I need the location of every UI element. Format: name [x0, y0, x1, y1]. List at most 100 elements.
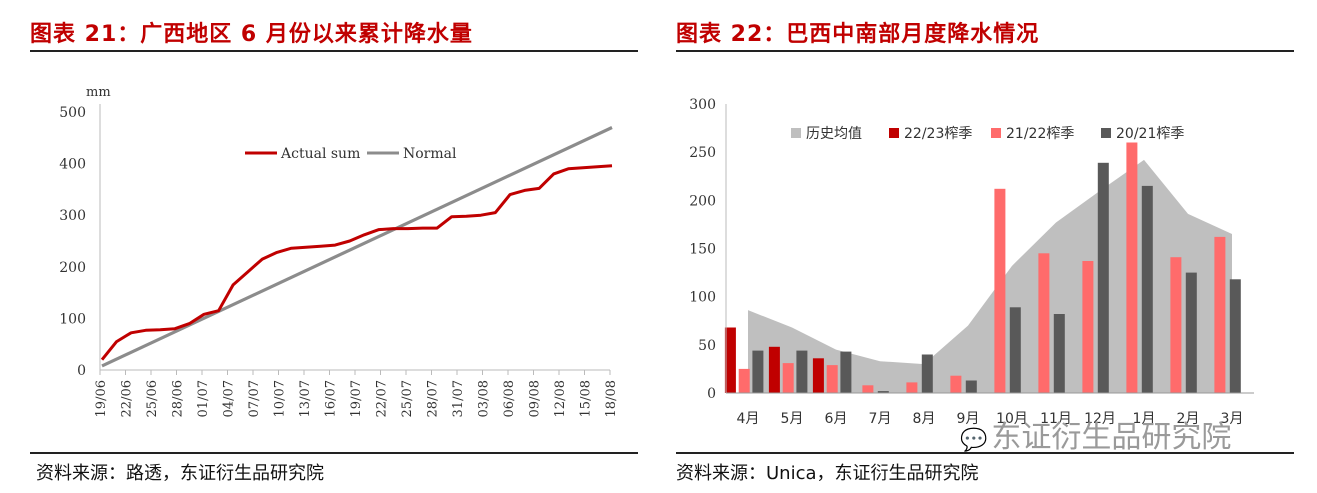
left-chart-title: 图表 21：广西地区 6 月份以来累计降水量	[30, 22, 473, 47]
x-tick-label: 8月	[913, 411, 936, 427]
bar-22-23	[768, 346, 780, 393]
bar-21-22	[862, 385, 874, 393]
bar-22-23	[724, 327, 736, 393]
bar-21-22	[906, 382, 918, 393]
bar-20-21	[1141, 185, 1153, 393]
bar-21-22	[1170, 257, 1182, 393]
wechat-icon: 💬	[960, 428, 988, 453]
y-tick-label: 50	[698, 338, 716, 354]
bar-20-21	[752, 350, 764, 393]
legend-label: 20/21榨季	[1116, 125, 1184, 142]
x-tick-label: 09/08	[528, 380, 543, 417]
x-tick-label: 1月	[1133, 411, 1156, 427]
x-tick-label: 3月	[1221, 411, 1244, 427]
historical-avg-area	[748, 159, 1232, 393]
y-tick-label: 200	[59, 260, 86, 276]
legend-label-normal: Normal	[403, 146, 457, 162]
bar-21-22	[1038, 253, 1050, 393]
legend-label: 21/22榨季	[1006, 125, 1074, 142]
x-tick-label: 04/07	[222, 380, 237, 417]
y-tick-label: 100	[59, 311, 86, 327]
y-tick-label: 100	[689, 290, 716, 306]
x-tick-label: 22/06	[120, 380, 135, 417]
y-tick-label: 300	[689, 97, 716, 113]
legend-swatch	[889, 128, 899, 138]
x-tick-label: 03/08	[477, 380, 492, 417]
x-tick-label: 07/07	[247, 380, 262, 417]
bar-20-21	[1053, 314, 1065, 393]
y-tick-label: 500	[59, 105, 86, 121]
legend-label: 22/23榨季	[904, 125, 972, 142]
x-tick-label: 13/07	[298, 380, 313, 417]
x-tick-label: 06/08	[502, 380, 517, 417]
left-source: 资料来源：路透，东证衍生品研究院	[36, 463, 324, 484]
watermark: 💬 东证衍生品研究院	[960, 412, 1231, 456]
x-tick-label: 11月	[1040, 411, 1072, 427]
bar-21-22	[1214, 236, 1226, 393]
bar-20-21	[840, 351, 852, 393]
bar-20-21	[1185, 272, 1197, 393]
x-tick-label: 28/06	[171, 380, 186, 417]
y-tick-label: 250	[689, 145, 716, 161]
legend-swatch	[1101, 128, 1111, 138]
x-tick-label: 15/08	[579, 380, 594, 417]
left-bottom-rule	[30, 452, 638, 454]
x-tick-label: 4月	[737, 411, 760, 427]
x-tick-label: 25/06	[145, 380, 160, 417]
y-axis-unit: mm	[86, 85, 111, 100]
bar-20-21	[1009, 307, 1021, 393]
watermark-text: 东证衍生品研究院	[991, 420, 1232, 455]
legend-swatch	[791, 128, 801, 138]
right-bar-chart: 0 50 100 150 200 250 300 4月 5月 6月 7月 8月 9月 10月 11月 12月 1…	[689, 97, 1254, 427]
x-tick-label: 28/07	[426, 380, 441, 417]
bar-20-21	[965, 380, 977, 393]
y-tick-label: 200	[689, 193, 716, 209]
bar-22-23	[812, 358, 824, 393]
bar-20-21	[921, 354, 933, 393]
left-title-rule	[30, 50, 638, 52]
bar-21-22	[1082, 261, 1094, 393]
legend-label: 历史均值	[806, 126, 862, 142]
x-tick-label: 5月	[781, 411, 804, 427]
bar-21-22	[994, 188, 1006, 393]
bar-21-22	[738, 368, 750, 393]
bar-20-21	[796, 350, 808, 393]
x-tick-label: 9月	[957, 411, 980, 427]
x-tick-label: 2月	[1177, 411, 1200, 427]
x-tick-label: 12月	[1084, 411, 1116, 427]
bar-21-22	[950, 375, 962, 393]
legend-label-actual: Actual sum	[280, 146, 360, 162]
x-tick-label: 16/07	[324, 380, 339, 417]
x-tick-label: 01/07	[196, 380, 211, 417]
x-tick-label: 10月	[996, 411, 1028, 427]
bar-20-21	[877, 391, 889, 393]
bar-21-22	[1126, 142, 1138, 393]
bar-21-22	[782, 363, 794, 393]
y-tick-label: 0	[707, 386, 716, 402]
bar-20-21	[1097, 162, 1109, 393]
x-tick-label: 12/08	[553, 380, 568, 417]
right-chart-title: 图表 22：巴西中南部月度降水情况	[676, 22, 1040, 47]
y-tick-label: 400	[59, 157, 86, 173]
actual-sum-line	[100, 164, 613, 361]
x-tick-label: 31/07	[451, 380, 466, 417]
x-tick-label: 7月	[869, 411, 892, 427]
y-tick-label: 150	[689, 242, 716, 258]
x-tick-label: 19/06	[94, 380, 109, 417]
right-source: 资料来源：Unica，东证衍生品研究院	[676, 463, 979, 484]
x-tick-label: 22/07	[375, 380, 390, 417]
normal-line	[101, 126, 613, 368]
right-title-rule	[676, 50, 1294, 52]
x-tick-label: 18/08	[604, 380, 619, 417]
bar-20-21	[1229, 279, 1241, 393]
legend-swatch	[991, 128, 1001, 138]
x-tick-label: 10/07	[273, 380, 288, 417]
x-tick-label: 19/07	[349, 380, 364, 417]
x-tick-label: 6月	[825, 411, 848, 427]
y-tick-label: 0	[77, 363, 86, 379]
bar-21-22	[826, 365, 838, 393]
y-tick-label: 300	[59, 208, 86, 224]
x-tick-label: 25/07	[400, 380, 415, 417]
right-bottom-rule	[676, 452, 1294, 454]
